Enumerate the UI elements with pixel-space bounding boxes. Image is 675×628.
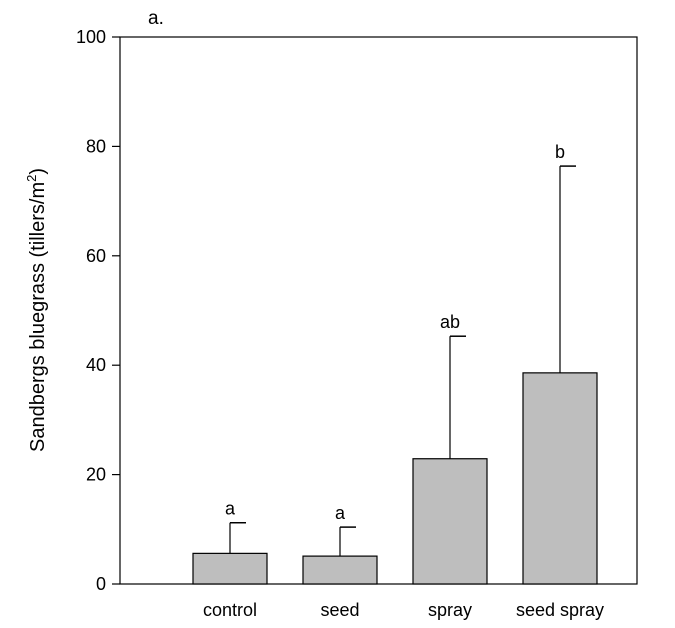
bar [522,372,598,585]
y-axis-label: Sandbergs bluegrass (tillers/m2) [24,168,49,452]
plot-frame [119,36,638,585]
y-tick-label: 0 [96,574,106,594]
x-tick-label: seed [320,600,359,620]
significance-letter: a [225,499,236,519]
bar [412,458,488,585]
significance-letter: ab [440,312,460,332]
panel-label: a. [148,8,164,29]
x-tick-label: spray [428,600,472,620]
x-tick-label: seed spray [516,600,604,620]
significance-letter: a [335,503,346,523]
x-tick-label: control [203,600,257,620]
y-tick-label: 60 [86,246,106,266]
y-tick-label: 80 [86,136,106,156]
bar [302,555,378,585]
y-axis-label-text: Sandbergs bluegrass (tillers/m [27,182,49,452]
y-tick-label: 100 [76,27,106,47]
y-axis-label-superscript: 2 [24,175,39,182]
significance-letter: b [555,142,565,162]
bar [192,552,268,585]
y-tick-label: 20 [86,465,106,485]
y-axis-label-end: ) [27,168,49,175]
y-tick-label: 40 [86,355,106,375]
